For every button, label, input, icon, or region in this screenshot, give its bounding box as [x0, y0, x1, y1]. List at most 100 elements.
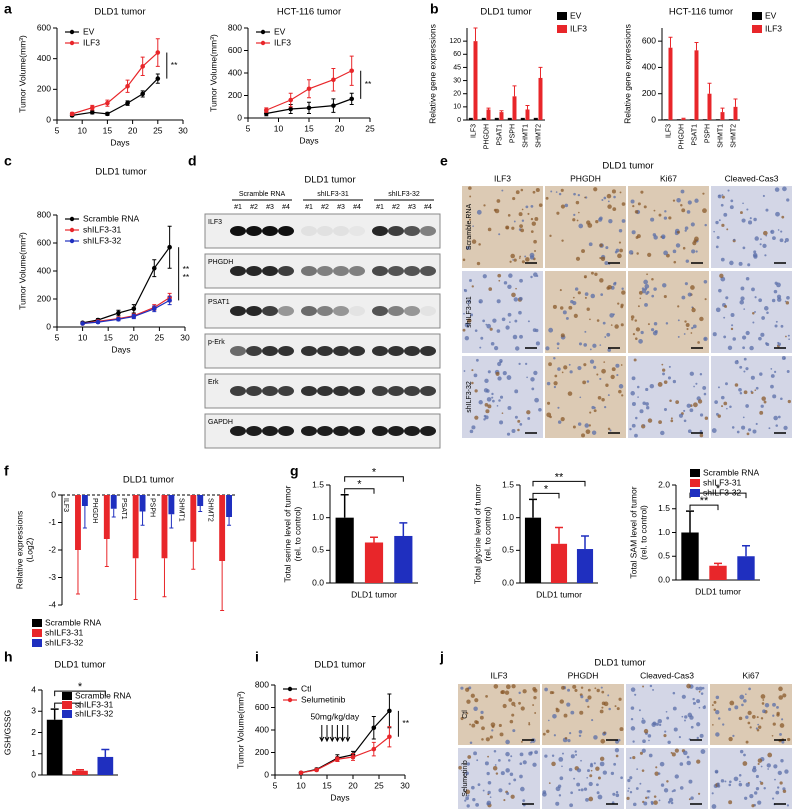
stain-dot	[520, 228, 525, 233]
stain-dot	[518, 310, 522, 315]
stain-dot	[584, 292, 589, 296]
blot-band	[246, 226, 262, 236]
stain-dot	[595, 219, 599, 224]
data-point	[306, 105, 312, 111]
blot-band	[420, 426, 436, 436]
y-tick-label: 600	[642, 35, 656, 45]
stain-dot	[690, 725, 694, 729]
y-tick-label: 400	[37, 53, 51, 63]
bar	[720, 112, 725, 120]
stain-dot	[512, 196, 516, 201]
stain-dot	[663, 408, 668, 412]
x-tick-label: PSPH	[704, 124, 711, 143]
y-axis-label: Total SAM level of tumor	[628, 486, 638, 578]
data-point	[371, 725, 377, 731]
ihc-image	[462, 271, 543, 353]
stain-dot	[786, 804, 790, 807]
stain-dot	[673, 789, 676, 792]
stain-dot	[739, 780, 741, 783]
stain-dot	[517, 419, 521, 423]
stain-dot	[467, 755, 472, 759]
stain-dot	[599, 761, 605, 767]
stain-dot	[610, 324, 613, 326]
stain-dot	[561, 765, 563, 768]
series-line	[300, 736, 390, 774]
x-tick-label: PSAT1	[120, 498, 127, 520]
data-point	[105, 100, 110, 106]
error-bar	[140, 511, 145, 526]
series-line	[72, 78, 159, 116]
bar	[709, 565, 727, 580]
legend-label: shILF3-32	[703, 487, 742, 497]
x-tick-label: 25	[153, 125, 163, 135]
stain-dot	[657, 772, 661, 775]
stain-dot	[762, 194, 765, 198]
stain-dot	[487, 227, 492, 232]
bar	[46, 719, 63, 775]
stain-dot	[482, 274, 487, 279]
stain-dot	[646, 406, 650, 410]
stain-dot	[689, 715, 694, 720]
stain-dot	[558, 794, 562, 797]
stain-dot	[778, 686, 783, 692]
stain-dot	[773, 370, 777, 374]
stain-dot	[645, 796, 648, 800]
stain-dot	[594, 272, 598, 276]
error-bar	[512, 85, 517, 97]
data-point	[89, 105, 95, 111]
stain-dot	[632, 204, 635, 208]
bar	[520, 118, 525, 120]
stain-dot	[572, 684, 577, 689]
stain-dot	[629, 427, 632, 431]
stain-dot	[510, 755, 513, 758]
bar	[525, 109, 530, 120]
stain-dot	[559, 699, 564, 704]
blot-band	[404, 306, 420, 316]
stain-dot	[507, 284, 512, 290]
blot-band	[333, 426, 349, 436]
series-line	[82, 299, 170, 325]
stain-dot	[588, 781, 593, 787]
bar	[550, 543, 568, 583]
legend-label: Scramble RNA	[703, 467, 760, 477]
stain-dot	[770, 384, 774, 389]
stain-dot	[768, 427, 771, 430]
stain-dot	[643, 801, 648, 806]
stain-dot	[702, 386, 707, 390]
stain-dot	[668, 365, 671, 368]
stain-dot	[483, 204, 486, 207]
blot-band	[420, 266, 436, 276]
stain-dot	[589, 774, 593, 778]
stain-dot	[601, 368, 606, 374]
stain-dot	[610, 771, 615, 776]
stain-dot	[738, 387, 742, 392]
stain-dot	[619, 248, 623, 253]
stain-dot	[465, 771, 469, 776]
blot-title: DLD1 tumor	[304, 175, 355, 186]
stain-dot	[679, 786, 684, 790]
stain-dot	[548, 327, 554, 333]
stain-dot	[653, 209, 656, 212]
stain-dot	[627, 790, 630, 792]
data-point	[387, 734, 392, 740]
y-tick-label: 30	[453, 77, 461, 84]
stain-dot	[466, 246, 470, 250]
blot-group: shILF3-31	[317, 191, 349, 198]
stain-dot	[679, 762, 684, 766]
stain-dot	[646, 273, 648, 276]
stain-dot	[600, 738, 606, 744]
stain-dot	[621, 202, 626, 206]
stain-dot	[569, 732, 572, 735]
stain-dot	[653, 321, 658, 326]
stain-dot	[728, 783, 732, 787]
stain-dot	[653, 800, 658, 805]
error-bar	[370, 536, 378, 543]
stain-dot	[772, 236, 776, 240]
stain-dot	[515, 287, 517, 290]
stain-dot	[658, 213, 662, 217]
stain-dot	[639, 751, 643, 755]
legend-label: Selumetinib	[301, 694, 346, 704]
stain-dot	[507, 214, 511, 217]
stain-dot	[593, 409, 597, 413]
stain-dot	[528, 721, 531, 724]
